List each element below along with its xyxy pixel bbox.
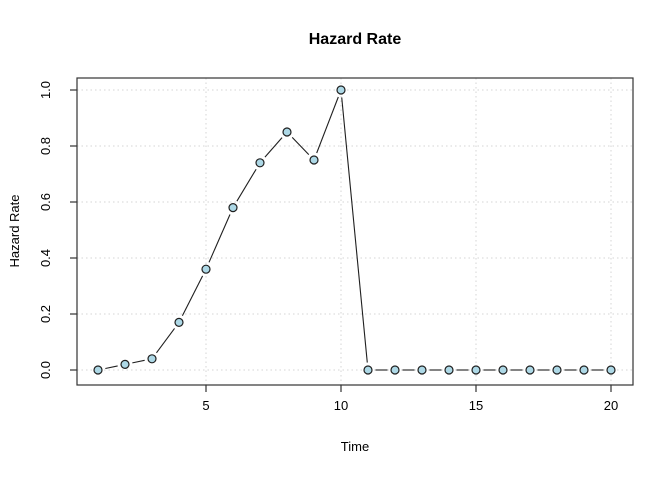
plot-border xyxy=(76,77,634,386)
y-tick-label: 0.0 xyxy=(38,361,53,379)
data-point xyxy=(120,359,130,369)
data-point xyxy=(93,365,103,375)
y-tick-label: 1.0 xyxy=(38,81,53,99)
series-segment xyxy=(316,96,339,154)
data-point xyxy=(255,158,265,168)
data-point xyxy=(174,317,184,327)
series-segment xyxy=(236,168,257,202)
series-segment xyxy=(264,137,283,158)
data-point xyxy=(606,365,616,375)
series-segment xyxy=(181,275,204,316)
data-point xyxy=(228,203,238,213)
series-segment xyxy=(132,359,145,364)
data-point xyxy=(390,365,400,375)
series-segment xyxy=(291,137,310,155)
y-tick-label: 0.2 xyxy=(38,305,53,323)
series-segment xyxy=(156,328,175,354)
x-tick-label: 20 xyxy=(604,398,618,413)
data-series xyxy=(93,85,616,375)
y-tick-label: 0.4 xyxy=(38,249,53,267)
series-segment xyxy=(208,214,231,263)
data-point xyxy=(363,365,373,375)
y-axis: 0.0 0.2 0.4 0.6 0.8 1.0 xyxy=(38,81,77,379)
x-tick-label: 15 xyxy=(469,398,483,413)
gridlines xyxy=(77,78,633,385)
data-point xyxy=(417,365,427,375)
series-segment xyxy=(105,365,118,370)
y-tick-label: 0.6 xyxy=(38,193,53,211)
data-point xyxy=(309,155,319,165)
data-point xyxy=(444,365,454,375)
data-point xyxy=(282,127,292,137)
data-point xyxy=(201,264,211,274)
data-point xyxy=(552,365,562,375)
y-axis-label: Hazard Rate xyxy=(7,195,22,268)
data-point xyxy=(498,365,508,375)
x-axis-label: Time xyxy=(341,439,369,454)
data-point xyxy=(579,365,589,375)
x-axis: 5 10 15 20 xyxy=(202,385,618,413)
series-segment xyxy=(341,97,368,363)
data-point xyxy=(336,85,346,95)
chart-title: Hazard Rate xyxy=(309,31,402,48)
data-point xyxy=(147,354,157,364)
y-tick-label: 0.8 xyxy=(38,137,53,155)
data-point xyxy=(525,365,535,375)
data-point xyxy=(471,365,481,375)
x-tick-label: 5 xyxy=(202,398,209,413)
x-tick-label: 10 xyxy=(334,398,348,413)
